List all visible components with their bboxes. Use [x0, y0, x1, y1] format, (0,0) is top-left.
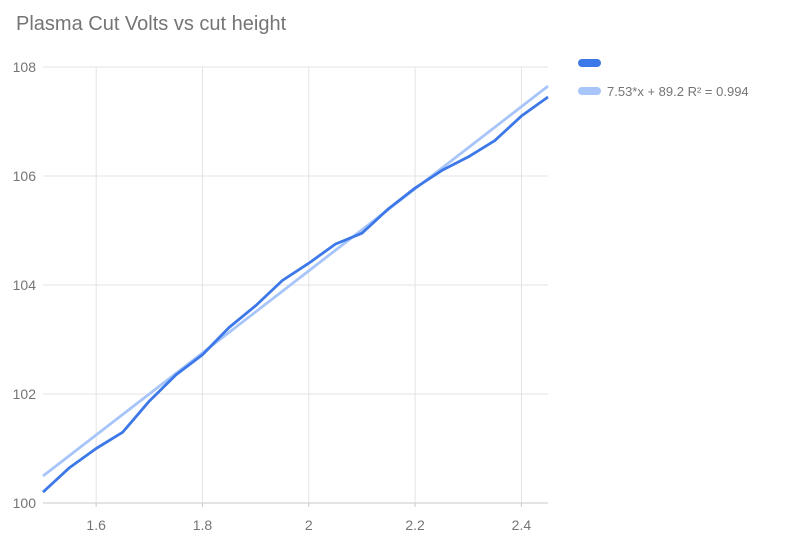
- legend-item-trendline: 7.53*x + 89.2 R² = 0.994: [578, 83, 749, 99]
- trendline-swatch: [578, 87, 601, 95]
- x-tick-label: 2.4: [512, 517, 532, 533]
- x-tick-label: 1.8: [193, 517, 213, 533]
- series-line: [42, 95, 549, 494]
- series-swatch: [578, 59, 601, 67]
- trendline-legend-label: 7.53*x + 89.2 R² = 0.994: [607, 83, 749, 99]
- x-tick-label: 1.6: [86, 517, 106, 533]
- chart-title: Plasma Cut Volts vs cut height: [16, 13, 287, 35]
- legend-item-series: [578, 56, 749, 70]
- y-tick-label: 104: [13, 277, 37, 293]
- trendline: [42, 85, 549, 478]
- y-tick-label: 106: [13, 168, 37, 184]
- y-tick-label: 100: [13, 495, 37, 511]
- x-tick-label: 2: [305, 517, 313, 533]
- legend: 7.53*x + 89.2 R² = 0.994: [578, 56, 749, 99]
- y-tick-label: 102: [13, 386, 37, 402]
- y-tick-label: 108: [13, 59, 37, 75]
- x-tick-label: 2.2: [405, 517, 425, 533]
